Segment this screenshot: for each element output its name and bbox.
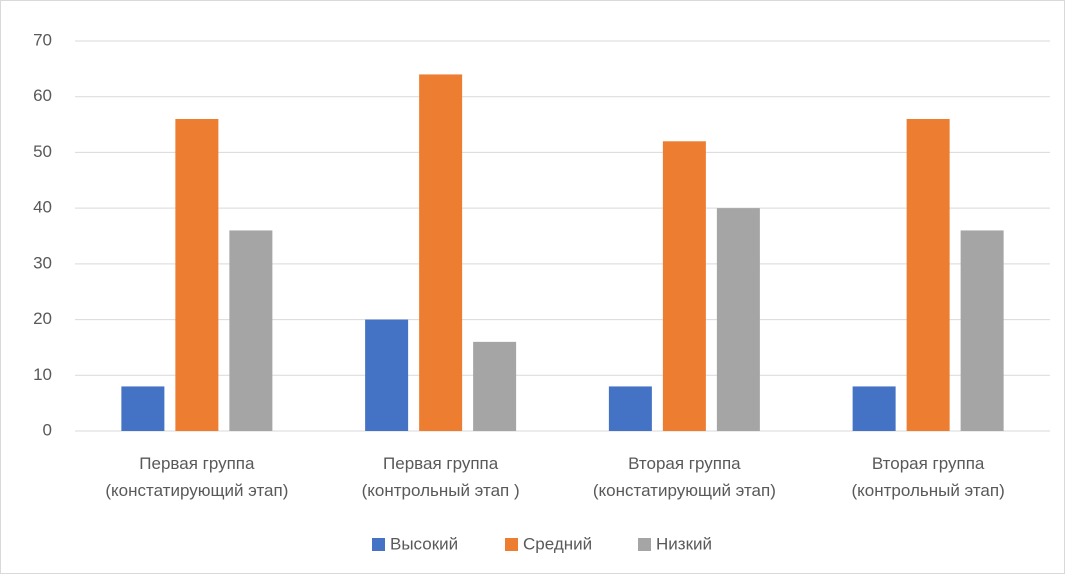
y-tick-label: 50 [33, 142, 52, 161]
legend-swatch [372, 538, 385, 551]
bar [175, 119, 219, 431]
x-tick-label-line: (констатирующий этап) [105, 481, 288, 500]
x-tick-label-line: Вторая группа [628, 454, 741, 473]
y-tick-label: 0 [43, 420, 52, 439]
bar [365, 319, 409, 431]
legend-label: Высокий [390, 534, 458, 553]
bar [419, 74, 463, 431]
y-tick-label: 10 [33, 365, 52, 384]
bar [121, 386, 165, 431]
bar [716, 208, 760, 431]
bar [852, 386, 896, 431]
bar [960, 230, 1004, 431]
bar [906, 119, 950, 431]
x-tick-label-line: Первая группа [139, 454, 255, 473]
x-tick-label: Вторая группа (констатирующий этап) [593, 454, 776, 500]
x-tick-label: Вторая группа (контрольный этап) [851, 454, 1004, 500]
x-tick-label-line: (контрольный этап) [851, 481, 1004, 500]
x-tick-label: Первая группа (констатирующий этап) [105, 454, 288, 500]
y-tick-label: 70 [33, 30, 52, 49]
x-tick-label-line: Вторая группа [872, 454, 985, 473]
x-tick-label-line: Первая группа [383, 454, 499, 473]
y-tick-label: 60 [33, 86, 52, 105]
bar [473, 341, 517, 431]
legend-swatch [505, 538, 518, 551]
legend-label: Низкий [656, 534, 712, 553]
y-tick-label: 40 [33, 198, 52, 217]
y-tick-label: 20 [33, 309, 52, 328]
legend-label: Средний [523, 534, 592, 553]
x-tick-label: Первая группа (контрольный этап ) [362, 454, 520, 500]
x-tick-label-line: (констатирующий этап) [593, 481, 776, 500]
y-tick-label: 30 [33, 253, 52, 272]
x-tick-label-line: (контрольный этап ) [362, 481, 520, 500]
bar [662, 141, 706, 432]
legend-swatch [638, 538, 651, 551]
bar [608, 386, 652, 431]
bar [229, 230, 273, 431]
